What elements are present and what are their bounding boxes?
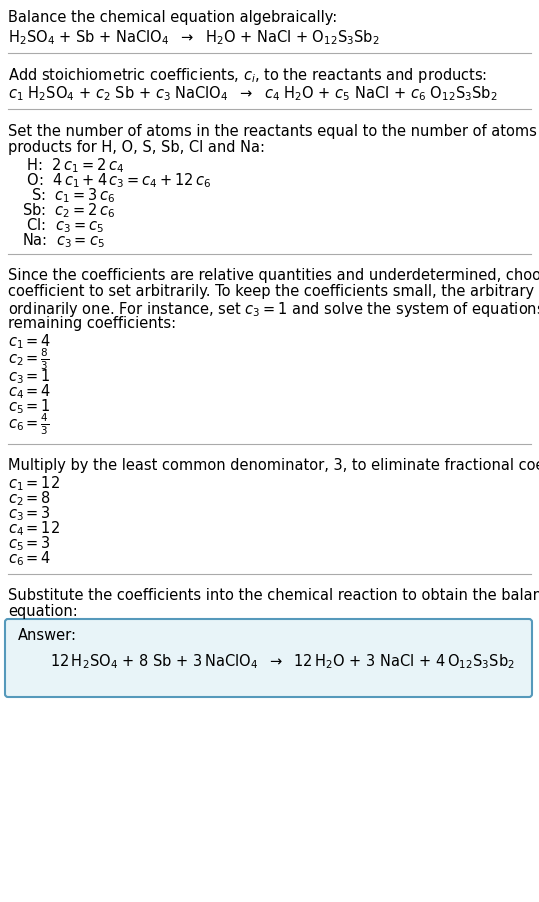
Text: $c_2 = 8$: $c_2 = 8$ (8, 489, 51, 508)
Text: $c_3 = 3$: $c_3 = 3$ (8, 504, 51, 522)
Text: $c_3 = 1$: $c_3 = 1$ (8, 367, 51, 386)
Text: products for H, O, S, Sb, Cl and Na:: products for H, O, S, Sb, Cl and Na: (8, 140, 265, 155)
Text: $c_1$ $\mathregular{H_2SO_4}$ + $c_2$ Sb + $c_3$ $\mathregular{NaClO_4}$  $\righ: $c_1$ $\mathregular{H_2SO_4}$ + $c_2$ Sb… (8, 84, 497, 103)
Text: H:  $2\,c_1 = 2\,c_4$: H: $2\,c_1 = 2\,c_4$ (22, 156, 124, 175)
Text: Cl:  $c_3 = c_5$: Cl: $c_3 = c_5$ (22, 216, 104, 235)
Text: $\mathregular{H_2SO_4}$ + Sb + $\mathregular{NaClO_4}$  $\rightarrow$  $\mathreg: $\mathregular{H_2SO_4}$ + Sb + $\mathreg… (8, 28, 379, 47)
Text: $c_1 = 12$: $c_1 = 12$ (8, 474, 60, 492)
Text: Since the coefficients are relative quantities and underdetermined, choose a: Since the coefficients are relative quan… (8, 268, 539, 283)
Text: Na:  $c_3 = c_5$: Na: $c_3 = c_5$ (22, 231, 105, 250)
Text: S:  $c_1 = 3\,c_6$: S: $c_1 = 3\,c_6$ (22, 186, 115, 205)
Text: equation:: equation: (8, 604, 78, 619)
Text: Set the number of atoms in the reactants equal to the number of atoms in the: Set the number of atoms in the reactants… (8, 124, 539, 139)
Text: $c_4 = 12$: $c_4 = 12$ (8, 519, 60, 538)
Text: $c_4 = 4$: $c_4 = 4$ (8, 382, 51, 400)
Text: Balance the chemical equation algebraically:: Balance the chemical equation algebraica… (8, 10, 337, 25)
FancyBboxPatch shape (5, 619, 532, 697)
Text: ordinarily one. For instance, set $c_3 = 1$ and solve the system of equations fo: ordinarily one. For instance, set $c_3 =… (8, 300, 539, 319)
Text: $c_6 = 4$: $c_6 = 4$ (8, 549, 51, 567)
Text: Answer:: Answer: (18, 628, 77, 643)
Text: Sb:  $c_2 = 2\,c_6$: Sb: $c_2 = 2\,c_6$ (22, 201, 115, 220)
Text: $12\,\mathregular{H_2SO_4}$ + 8 Sb + $3\,\mathregular{NaClO_4}$  $\rightarrow$  : $12\,\mathregular{H_2SO_4}$ + 8 Sb + $3\… (50, 652, 515, 671)
Text: O:  $4\,c_1 + 4\,c_3 = c_4 + 12\,c_6$: O: $4\,c_1 + 4\,c_3 = c_4 + 12\,c_6$ (22, 171, 211, 189)
Text: $c_5 = 1$: $c_5 = 1$ (8, 397, 51, 416)
Text: $c_6 = \frac{4}{3}$: $c_6 = \frac{4}{3}$ (8, 412, 50, 437)
Text: Substitute the coefficients into the chemical reaction to obtain the balanced: Substitute the coefficients into the che… (8, 588, 539, 603)
Text: Multiply by the least common denominator, 3, to eliminate fractional coefficient: Multiply by the least common denominator… (8, 458, 539, 473)
Text: coefficient to set arbitrarily. To keep the coefficients small, the arbitrary va: coefficient to set arbitrarily. To keep … (8, 284, 539, 299)
Text: $c_2 = \frac{8}{3}$: $c_2 = \frac{8}{3}$ (8, 347, 50, 373)
Text: $c_1 = 4$: $c_1 = 4$ (8, 332, 51, 351)
Text: remaining coefficients:: remaining coefficients: (8, 316, 176, 331)
Text: Add stoichiometric coefficients, $c_i$, to the reactants and products:: Add stoichiometric coefficients, $c_i$, … (8, 66, 487, 85)
Text: $c_5 = 3$: $c_5 = 3$ (8, 534, 51, 553)
